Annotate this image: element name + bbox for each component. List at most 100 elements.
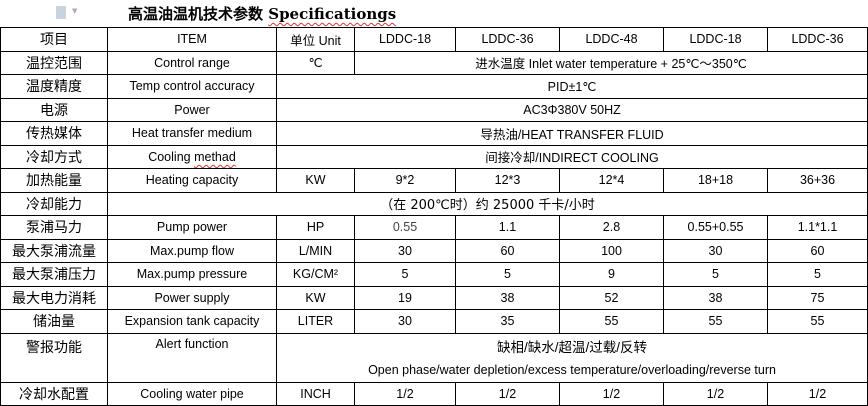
row-en: Power supply xyxy=(107,285,277,310)
row-val: 5 xyxy=(767,262,868,287)
row-val: 55 xyxy=(767,309,868,334)
table-row: 电源 Power AC3Φ380V 50HZ xyxy=(0,97,868,122)
model-1: LDDC-18 xyxy=(354,27,456,52)
row-value: 进水温度 Inlet water temperature + 25℃～350℃ xyxy=(354,50,868,75)
row-en: Cooling water pipe xyxy=(107,381,277,406)
row-cn: 电源 xyxy=(0,97,108,122)
row-val: 1/2 xyxy=(663,381,768,406)
row-val: 36+36 xyxy=(767,168,868,193)
row-val: 30 xyxy=(354,309,456,334)
table-row: 传热媒体 Heat transfer medium 导热油/HEAT TRANS… xyxy=(0,121,868,146)
row-unit: KW xyxy=(276,168,355,193)
row-en: Max.pump flow xyxy=(107,238,277,263)
table-row: 最大泵浦流量 Max.pump flow L/MIN 30 60 100 30 … xyxy=(0,238,868,263)
row-en: Temp control accuracy xyxy=(107,74,277,99)
row-val: 60 xyxy=(767,238,868,263)
row-cn: 温度精度 xyxy=(0,74,108,99)
row-val: 5 xyxy=(354,262,456,287)
row-val: 5 xyxy=(455,262,560,287)
row-val: 30 xyxy=(663,238,768,263)
page-title: 高温油温机技术参数 Specificationgs xyxy=(128,3,396,24)
model-3: LDDC-48 xyxy=(559,27,664,52)
row-val: 75 xyxy=(767,285,868,310)
row-val: 19 xyxy=(354,285,456,310)
alert-value-en: Open phase/water depletion/excess temper… xyxy=(368,362,776,377)
chevron-down-icon[interactable]: ▼ xyxy=(72,7,78,15)
row-en: Pump power xyxy=(107,215,277,240)
row-val: 12*4 xyxy=(559,168,664,193)
table-row: 冷却能力 （在 200℃时）约 25000 千卡/小时 xyxy=(0,191,868,216)
row-val: 1.1*1.1 xyxy=(767,215,868,240)
row-en: Heating capacity xyxy=(107,168,277,193)
row-cn: 最大泵浦压力 xyxy=(0,262,108,287)
row-val: 18+18 xyxy=(663,168,768,193)
row-val: 55 xyxy=(559,309,664,334)
row-val: 55 xyxy=(663,309,768,334)
row-val: 35 xyxy=(455,309,560,334)
table-row: 泵浦马力 Pump power HP 0.55 1.1 2.8 0.55+0.5… xyxy=(0,215,868,240)
row-val: 100 xyxy=(559,238,664,263)
table-row: 加热能量 Heating capacity KW 9*2 12*3 12*4 1… xyxy=(0,168,868,193)
row-val: 60 xyxy=(455,238,560,263)
row-value: PID±1℃ xyxy=(276,74,868,99)
row-val: 0.55 xyxy=(354,215,456,240)
row-unit: INCH xyxy=(276,381,355,406)
row-val: 38 xyxy=(663,285,768,310)
table-row: 储油量 Expansion tank capacity LITER 30 35 … xyxy=(0,309,868,334)
row-value: 导热油/HEAT TRANSFER FLUID xyxy=(276,121,868,146)
table-row: 冷却水配置 Cooling water pipe INCH 1/2 1/2 1/… xyxy=(0,381,868,406)
row-val: 1/2 xyxy=(455,381,560,406)
table-row: 警报功能 Alert function 缺相/缺水/超温/过载/反转 Open p… xyxy=(0,332,868,383)
row-en-b: methad xyxy=(194,149,236,164)
row-cn: 最大泵浦流量 xyxy=(0,238,108,263)
header-row: 项目 ITEM 单位 Unit LDDC-18 LDDC-36 LDDC-48 … xyxy=(0,27,868,52)
table-row: 温控范围 Control range ℃ 进水温度 Inlet water te… xyxy=(0,50,868,75)
row-value: 缺相/缺水/超温/过载/反转 Open phase/water depletion… xyxy=(276,332,868,383)
row-en: Expansion tank capacity xyxy=(107,309,277,334)
header-cn: 项目 xyxy=(0,27,108,52)
model-4: LDDC-18 xyxy=(663,27,768,52)
row-cn: 冷却方式 xyxy=(0,144,108,169)
row-value: 间接冷却/INDIRECT COOLING xyxy=(276,144,868,169)
header-en: ITEM xyxy=(107,27,277,52)
row-val: 9*2 xyxy=(354,168,456,193)
row-cn: 警报功能 xyxy=(0,332,108,383)
row-val: 5 xyxy=(663,262,768,287)
spec-table: 项目 ITEM 单位 Unit LDDC-18 LDDC-36 LDDC-48 … xyxy=(0,27,868,406)
row-val: 12*3 xyxy=(455,168,560,193)
row-unit: KW xyxy=(276,285,355,310)
row-val: 1/2 xyxy=(354,381,456,406)
row-unit: L/MIN xyxy=(276,238,355,263)
row-cn: 温控范围 xyxy=(0,50,108,75)
table-row: 温度精度 Temp control accuracy PID±1℃ xyxy=(0,74,868,99)
row-val: 1/2 xyxy=(767,381,868,406)
header-unit: 单位 Unit xyxy=(276,27,355,52)
alert-value-cn: 缺相/缺水/超温/过载/反转 xyxy=(496,339,647,355)
row-en: Power xyxy=(107,97,277,122)
row-en-a: Cooling xyxy=(148,149,195,164)
title-en: Specificationgs xyxy=(268,5,397,23)
row-val: 30 xyxy=(354,238,456,263)
row-val: 52 xyxy=(559,285,664,310)
row-unit: HP xyxy=(276,215,355,240)
row-val: 38 xyxy=(455,285,560,310)
row-val: 9 xyxy=(559,262,664,287)
row-unit: LITER xyxy=(276,309,355,334)
table-row: 最大电力消耗 Power supply KW 19 38 52 38 75 xyxy=(0,285,868,310)
row-unit: KG/CM² xyxy=(276,262,355,287)
row-value: （在 200℃时）约 25000 千卡/小时 xyxy=(107,191,868,216)
document-icon[interactable] xyxy=(56,6,66,19)
row-cn: 加热能量 xyxy=(0,168,108,193)
row-cn: 储油量 xyxy=(0,309,108,334)
row-en: Alert function xyxy=(107,332,277,383)
row-en: Cooling methad xyxy=(107,144,277,169)
model-5: LDDC-36 xyxy=(767,27,868,52)
row-cn: 冷却能力 xyxy=(0,191,108,216)
model-2: LDDC-36 xyxy=(455,27,560,52)
row-en: Heat transfer medium xyxy=(107,121,277,146)
row-val: 1/2 xyxy=(559,381,664,406)
row-cn: 冷却水配置 xyxy=(0,381,108,406)
row-cn: 泵浦马力 xyxy=(0,215,108,240)
row-value: AC3Φ380V 50HZ xyxy=(276,97,868,122)
table-row: 最大泵浦压力 Max.pump pressure KG/CM² 5 5 9 5 … xyxy=(0,262,868,287)
